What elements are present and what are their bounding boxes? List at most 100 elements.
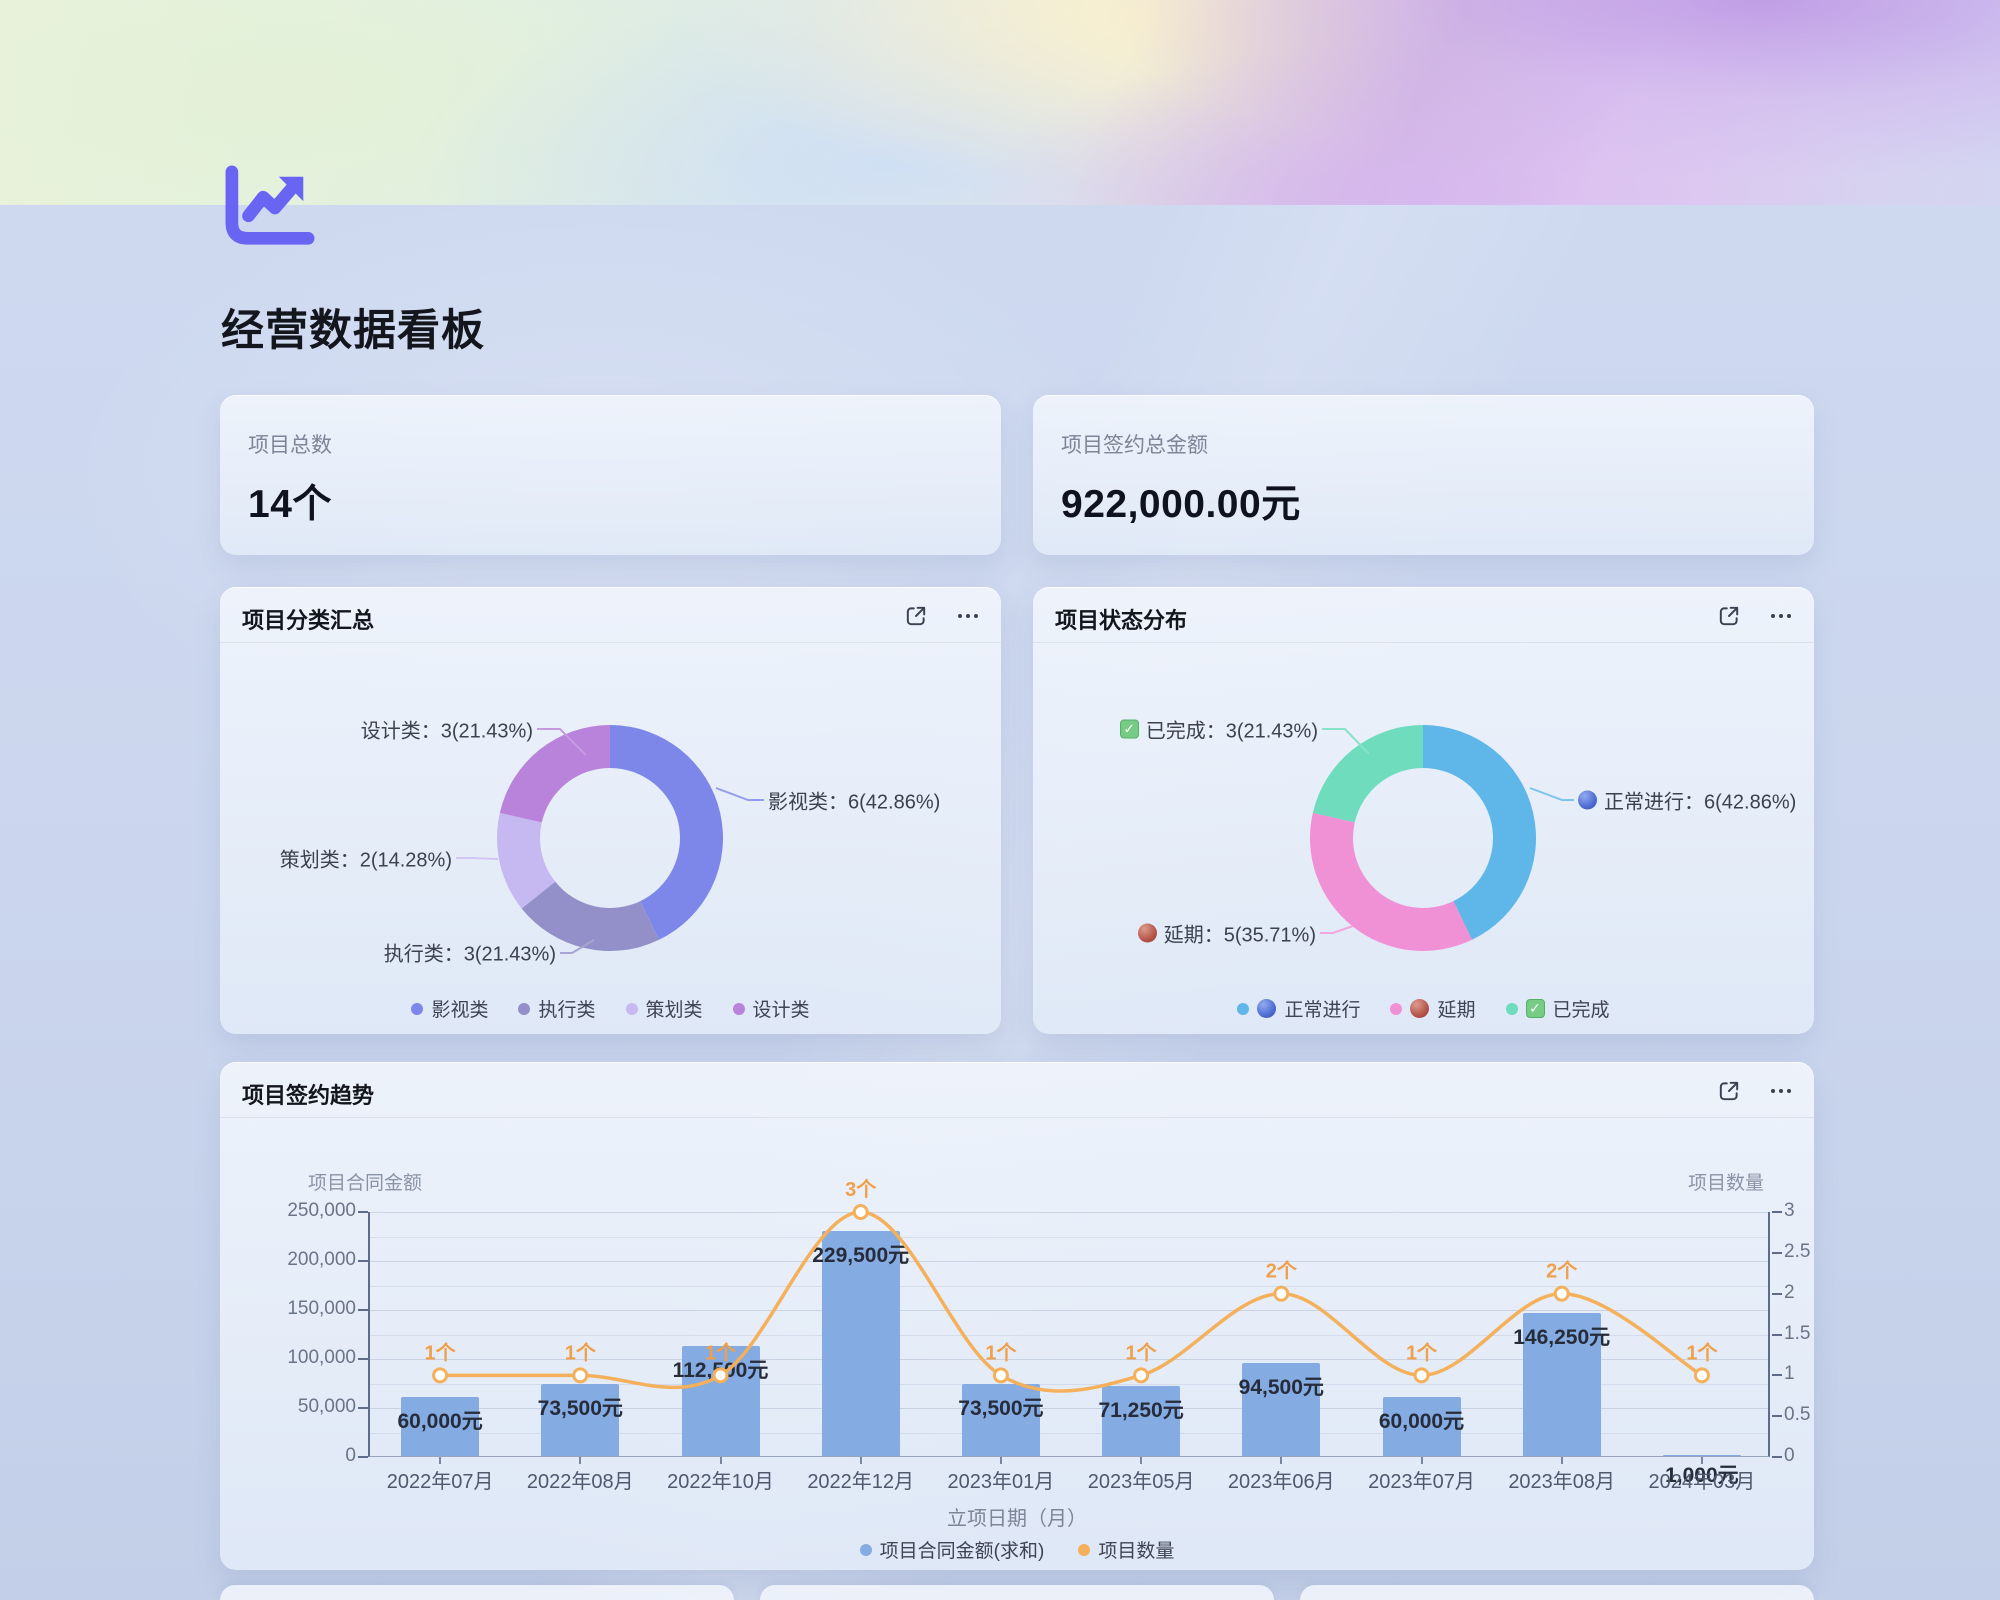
- left-axis-tick-label: 100,000: [287, 1347, 356, 1368]
- stat-value: 14个: [248, 483, 332, 526]
- pie-slice-延期[interactable]: [1310, 812, 1473, 951]
- legend-item-正常进行[interactable]: 正常进行: [1237, 995, 1360, 1022]
- gridline: [370, 1408, 1768, 1409]
- card-header: 项目分类汇总: [220, 587, 1001, 643]
- line-value-label: 3个: [845, 1178, 877, 1201]
- card-project-status: 项目状态分布 正常进行：6(42.86%): [1033, 587, 1814, 1034]
- right-axis-tick: [1772, 1292, 1782, 1295]
- card-sliver: [1300, 1585, 1814, 1600]
- legend-dot: [518, 1002, 531, 1015]
- bar-2022年12月[interactable]: [821, 1231, 900, 1456]
- legend-dot: [1505, 1002, 1518, 1015]
- card-sliver: [760, 1585, 1274, 1600]
- pies-row: 项目分类汇总 影视类：6(42.86%) 执: [220, 587, 1814, 1034]
- legend-dot: [411, 1002, 424, 1015]
- pie-slice-设计类[interactable]: [499, 725, 610, 823]
- bar-2023年06月[interactable]: [1242, 1363, 1321, 1456]
- bar-2022年10月[interactable]: [681, 1345, 760, 1456]
- callout-line: [537, 728, 587, 756]
- callout-text: 设计类：3(21.43%): [360, 720, 533, 743]
- legend-label: 执行类: [538, 1000, 596, 1021]
- x-axis-tick: [439, 1457, 442, 1464]
- callout-line: [1529, 787, 1574, 801]
- open-external-icon[interactable]: [903, 603, 929, 629]
- blue-sphere-icon: [1578, 790, 1597, 810]
- line-marker[interactable]: [432, 1367, 449, 1384]
- line-marker[interactable]: [852, 1204, 869, 1220]
- header-banner: [0, 0, 2000, 205]
- bar-value-label: 73,500元: [958, 1396, 1044, 1420]
- trend-legend: 项目合同金额(求和) 项目数量: [220, 1536, 1814, 1563]
- card-project-category: 项目分类汇总 影视类：6(42.86%) 执: [220, 587, 1001, 1034]
- more-options-icon[interactable]: [1768, 603, 1794, 629]
- bar-2023年07月[interactable]: [1382, 1397, 1461, 1456]
- pie-slice-影视类[interactable]: [610, 725, 723, 940]
- open-external-icon[interactable]: [1716, 603, 1742, 629]
- pie-slice-执行类[interactable]: [521, 881, 660, 951]
- x-axis-label: 2023年07月: [1368, 1471, 1475, 1493]
- pie-slice-正常进行[interactable]: [1423, 725, 1536, 940]
- card-actions: [1716, 1078, 1794, 1104]
- pie-callout-label: 延期：5(35.71%): [1137, 919, 1316, 948]
- bar-2022年08月[interactable]: [541, 1383, 620, 1456]
- red-sphere-icon: [1410, 999, 1430, 1018]
- left-axis-tick: [358, 1260, 368, 1262]
- line-marker[interactable]: [572, 1367, 589, 1384]
- legend-item-contract-amount[interactable]: 项目合同金额(求和): [859, 1536, 1044, 1563]
- legend-item-延期[interactable]: 延期: [1390, 995, 1476, 1022]
- callout-line: [1322, 728, 1370, 755]
- right-axis-tick-label: 0.5: [1784, 1404, 1811, 1426]
- bar-value-label: 73,500元: [537, 1396, 623, 1420]
- line-value-label: 2个: [1546, 1260, 1578, 1283]
- x-axis-label: 2023年08月: [1508, 1471, 1616, 1493]
- line-marker[interactable]: [1133, 1367, 1150, 1384]
- x-axis-tick: [1560, 1457, 1563, 1464]
- pie-slice-已完成[interactable]: [1312, 725, 1423, 823]
- bar-2023年05月[interactable]: [1102, 1386, 1181, 1456]
- legend-item-策划类[interactable]: 策划类: [625, 995, 703, 1022]
- pie-slice-策划类[interactable]: [497, 812, 556, 909]
- line-marker[interactable]: [712, 1367, 729, 1384]
- bar-value-label: 60,000元: [1378, 1410, 1465, 1434]
- gridline: [370, 1383, 1768, 1385]
- legend-item-影视类[interactable]: 影视类: [411, 995, 488, 1022]
- card-header: 项目状态分布: [1033, 587, 1814, 643]
- pie-callout-label: 正常进行：6(42.86%): [1578, 786, 1796, 815]
- line-value-label: 1个: [985, 1341, 1017, 1364]
- line-value-label: 1个: [1126, 1341, 1158, 1364]
- bar-2024年03月[interactable]: [1662, 1455, 1741, 1456]
- line-marker[interactable]: [992, 1367, 1009, 1384]
- bar-2023年08月[interactable]: [1522, 1312, 1601, 1456]
- legend-label: 延期: [1437, 1000, 1476, 1021]
- gridline: [370, 1310, 1768, 1311]
- more-options-icon[interactable]: [1768, 1078, 1794, 1104]
- legend-dot: [625, 1002, 638, 1015]
- x-axis-tick: [999, 1457, 1002, 1464]
- legend-item-设计类[interactable]: 设计类: [732, 995, 810, 1022]
- left-axis-title: 项目合同金额: [308, 1173, 423, 1194]
- line-marker[interactable]: [1553, 1285, 1570, 1302]
- left-axis-tick-label: 0: [345, 1445, 356, 1466]
- callout-line: [1320, 925, 1354, 934]
- line-series-svg: 1个 1个 1个 3个 1个 1个 2个 1个 2个 1个: [425, 1178, 1718, 1393]
- line-marker[interactable]: [1273, 1285, 1290, 1302]
- left-axis-tick: [358, 1456, 368, 1458]
- legend-item-已完成[interactable]: ✓ 已完成: [1505, 995, 1610, 1022]
- stats-row: 项目总数 14个 项目签约总金额 922,000.00元: [220, 395, 1814, 555]
- line-series-path: [440, 1210, 1703, 1393]
- line-marker[interactable]: [1693, 1367, 1710, 1384]
- more-options-icon[interactable]: [955, 603, 981, 629]
- red-sphere-icon: [1137, 923, 1157, 943]
- legend-item-project-count[interactable]: 项目数量: [1078, 1536, 1174, 1563]
- legend-label: 设计类: [752, 1000, 810, 1021]
- left-axis-tick: [358, 1407, 368, 1409]
- stat-card-total-contract-amount: 项目签约总金额 922,000.00元: [1033, 395, 1814, 555]
- pie-callout-label: 策划类：2(14.28%): [280, 844, 452, 873]
- bar-value-label: 1,000元: [1665, 1464, 1739, 1487]
- line-marker[interactable]: [1413, 1367, 1430, 1384]
- legend-item-执行类[interactable]: 执行类: [518, 995, 596, 1022]
- open-external-icon[interactable]: [1716, 1078, 1742, 1104]
- bar-2022年07月[interactable]: [401, 1397, 480, 1456]
- bar-2023年01月[interactable]: [961, 1383, 1040, 1456]
- card-actions: [1716, 603, 1794, 629]
